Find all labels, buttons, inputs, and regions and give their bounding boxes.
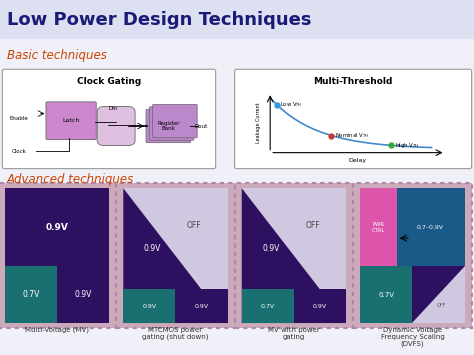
Text: 0.7V: 0.7V — [378, 292, 394, 298]
Text: 0.9V: 0.9V — [46, 223, 68, 232]
Bar — [5, 188, 109, 323]
Bar — [123, 188, 228, 323]
Text: 0.9V: 0.9V — [262, 244, 280, 253]
Text: Din: Din — [108, 106, 118, 111]
Text: Delay: Delay — [349, 158, 367, 163]
Text: OFF: OFF — [187, 222, 201, 230]
Bar — [294, 289, 346, 323]
Bar — [123, 289, 175, 323]
Text: Register
Bank: Register Bank — [157, 121, 180, 131]
Text: Basic techniques: Basic techniques — [7, 49, 107, 61]
Text: 0.7V: 0.7V — [22, 290, 39, 299]
FancyBboxPatch shape — [97, 106, 135, 146]
FancyBboxPatch shape — [235, 69, 472, 169]
Bar — [360, 188, 397, 266]
Polygon shape — [242, 188, 346, 323]
Bar — [57, 266, 109, 323]
Text: Multi-Voltage (MV): Multi-Voltage (MV) — [25, 327, 89, 333]
Text: Nominal V$_{TH}$: Nominal V$_{TH}$ — [335, 131, 369, 140]
FancyBboxPatch shape — [149, 107, 194, 140]
Text: 0.7–0.9V: 0.7–0.9V — [417, 225, 444, 230]
FancyBboxPatch shape — [2, 69, 216, 169]
Text: Enable: Enable — [9, 116, 28, 121]
Text: OFF: OFF — [305, 222, 320, 230]
Text: MV with power
gating: MV with power gating — [268, 327, 320, 340]
Text: MTCMOS power
gating (shut down): MTCMOS power gating (shut down) — [142, 327, 209, 340]
Text: Multi-Threshold: Multi-Threshold — [313, 77, 393, 86]
Text: 0.9V: 0.9V — [313, 304, 327, 309]
Bar — [353, 183, 472, 328]
Text: Dynamic Voltage
Frequency Scaling
(DVFS): Dynamic Voltage Frequency Scaling (DVFS) — [381, 327, 444, 347]
Bar — [360, 266, 412, 323]
Text: Leakage Current: Leakage Current — [256, 102, 261, 143]
Bar — [175, 289, 228, 323]
FancyBboxPatch shape — [46, 102, 96, 140]
Bar — [397, 188, 465, 266]
Text: Advanced techniques: Advanced techniques — [7, 173, 134, 186]
Bar — [0, 183, 116, 328]
Text: OFF: OFF — [437, 303, 446, 308]
Text: High V$_{TH}$: High V$_{TH}$ — [395, 141, 419, 150]
Polygon shape — [412, 266, 465, 323]
Text: Latch: Latch — [63, 118, 80, 123]
Bar — [235, 183, 353, 328]
Text: Low V$_{TH}$: Low V$_{TH}$ — [281, 100, 303, 109]
Text: Low Power Design Techniques: Low Power Design Techniques — [7, 11, 311, 28]
Text: 0.9V: 0.9V — [144, 244, 161, 253]
Text: 0.7V: 0.7V — [261, 304, 275, 309]
FancyBboxPatch shape — [153, 104, 197, 138]
Text: Dout: Dout — [194, 124, 208, 129]
Bar — [360, 188, 465, 323]
Text: Clock: Clock — [12, 149, 27, 154]
Text: Clock Gating: Clock Gating — [77, 77, 141, 86]
Bar — [242, 188, 346, 323]
Bar — [5, 188, 109, 266]
Bar — [0, 0, 474, 39]
Bar — [242, 289, 294, 323]
Polygon shape — [123, 188, 228, 323]
Polygon shape — [412, 266, 465, 323]
Bar — [5, 266, 57, 323]
Text: 0.9V: 0.9V — [194, 304, 209, 309]
Text: PWR
CTRL: PWR CTRL — [372, 222, 385, 233]
Bar — [116, 183, 235, 328]
Polygon shape — [123, 188, 228, 323]
Text: 0.9V: 0.9V — [142, 304, 156, 309]
FancyBboxPatch shape — [146, 109, 191, 143]
Polygon shape — [242, 188, 346, 323]
Text: 0.9V: 0.9V — [74, 290, 91, 299]
